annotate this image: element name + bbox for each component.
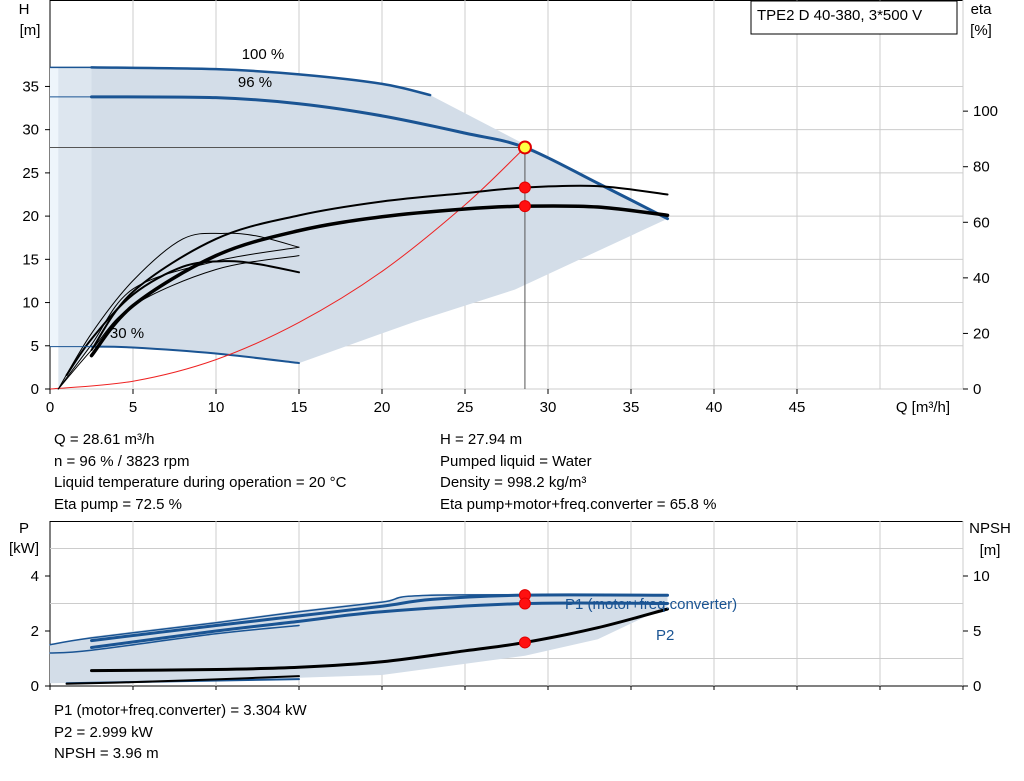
x-tick-label: 30	[540, 399, 557, 416]
efficiency-curve	[90, 184, 669, 352]
y-tick-label: 4	[31, 568, 39, 585]
x-tick-label: 25	[457, 399, 474, 416]
results-left: Q = 28.61 m³/h n = 96 % / 3823 rpm Liqui…	[54, 429, 346, 515]
head-curve	[90, 345, 300, 365]
x-tick-label: 35	[623, 399, 640, 416]
x-tick-label: 45	[789, 399, 806, 416]
p1-curve-label: P1 (motor+freq.converter)	[565, 596, 737, 613]
efficiency-curve	[65, 260, 300, 377]
efficiency-point-marker	[518, 181, 531, 194]
x-axis-label: Q [m³/h]	[896, 399, 950, 416]
x-tick-label: 0	[46, 399, 54, 416]
y-tick-label: 0	[31, 381, 39, 398]
y-axis-label-h: H	[19, 1, 30, 18]
y-tick-label: 15	[22, 251, 39, 268]
model-label-box	[750, 0, 958, 35]
x-tick-label: 20	[374, 399, 391, 416]
result-density: Density = 998.2 kg/m³	[440, 474, 587, 491]
model-label: TPE2 D 40-380, 3*500 V	[757, 7, 922, 24]
efficiency-curve	[89, 204, 670, 358]
power-point-marker	[518, 597, 531, 610]
y-axis-label-npsh: NPSH	[969, 520, 1011, 537]
y-tick-label: 30	[22, 122, 39, 139]
y-tick-label: 20	[22, 208, 39, 225]
p2-curve-label: P2	[656, 627, 674, 644]
y-right-tick-label: 40	[973, 270, 990, 287]
y-tick-label: 10	[22, 295, 39, 312]
results-bottom: P1 (motor+freq.converter) = 3.304 kW P2 …	[54, 700, 307, 765]
y-right-tick-label: 0	[973, 678, 981, 695]
npsh-curve	[65, 675, 300, 685]
head-curve	[90, 95, 670, 221]
speed-label-96: 96 %	[238, 74, 272, 91]
efficiency-curve	[57, 246, 300, 390]
result-pumped-liquid: Pumped liquid = Water	[440, 452, 592, 470]
speed-label-100: 100 %	[242, 46, 285, 63]
y-tick-label: 0	[31, 678, 39, 695]
x-tick-label: 5	[129, 399, 137, 416]
y-tick-label: 25	[22, 165, 39, 182]
efficiency-point-marker	[518, 200, 531, 213]
x-tick-label: 10	[208, 399, 225, 416]
operating-envelope	[91, 67, 668, 364]
result-eta-pump: Eta pump = 72.5 %	[54, 495, 182, 513]
power-curve	[49, 624, 300, 654]
y-tick-label: 5	[31, 338, 39, 355]
result-p1: P1 (motor+freq.converter) = 3.304 kW	[54, 702, 307, 719]
result-eta-total: Eta pump+motor+freq.converter = 65.8 %	[440, 495, 717, 513]
efficiency-curve	[57, 232, 300, 390]
power-curve	[90, 601, 670, 649]
result-head: H = 27.94 m	[440, 431, 523, 448]
y-axis-unit-npsh: [m]	[980, 542, 1001, 559]
y-right-tick-label: 60	[973, 214, 990, 231]
y-axis-unit-eta: [%]	[970, 22, 992, 39]
y-right-tick-label: 20	[973, 325, 990, 342]
npsh-curve	[90, 607, 670, 673]
head-curve	[49, 146, 526, 390]
y-right-tick-label: 10	[973, 568, 990, 585]
efficiency-curve	[57, 255, 300, 390]
x-tick-label: 15	[291, 399, 308, 416]
y-right-tick-label: 100	[973, 103, 998, 120]
y-axis-label-eta: eta	[971, 1, 993, 18]
y-right-tick-label: 0	[973, 381, 981, 398]
x-tick-label: 40	[706, 399, 723, 416]
y-axis-unit-h: [m]	[20, 22, 41, 39]
y-axis-unit-p: [kW]	[9, 540, 39, 557]
power-point-marker	[518, 636, 531, 649]
y-right-tick-label: 5	[973, 623, 981, 640]
result-p2: P2 = 2.999 kW	[54, 723, 153, 741]
result-liquid-temperature: Liquid temperature during operation = 20…	[54, 474, 347, 491]
result-speed: n = 96 % / 3823 rpm	[54, 452, 190, 470]
head-curve	[90, 66, 432, 97]
results-right: H = 27.94 m Pumped liquid = Water Densit…	[440, 429, 716, 515]
duty-point-marker	[517, 140, 532, 155]
y-right-tick-label: 80	[973, 159, 990, 176]
y-tick-label: 35	[22, 78, 39, 95]
result-flow: Q = 28.61 m³/h	[54, 431, 155, 448]
power-curve	[49, 593, 669, 646]
speed-label-30: 30 %	[110, 325, 144, 342]
result-npsh: NPSH = 3.96 m	[54, 745, 159, 762]
y-tick-label: 2	[31, 623, 39, 640]
power-envelope	[50, 593, 668, 684]
y-axis-label-p: P	[19, 520, 29, 537]
